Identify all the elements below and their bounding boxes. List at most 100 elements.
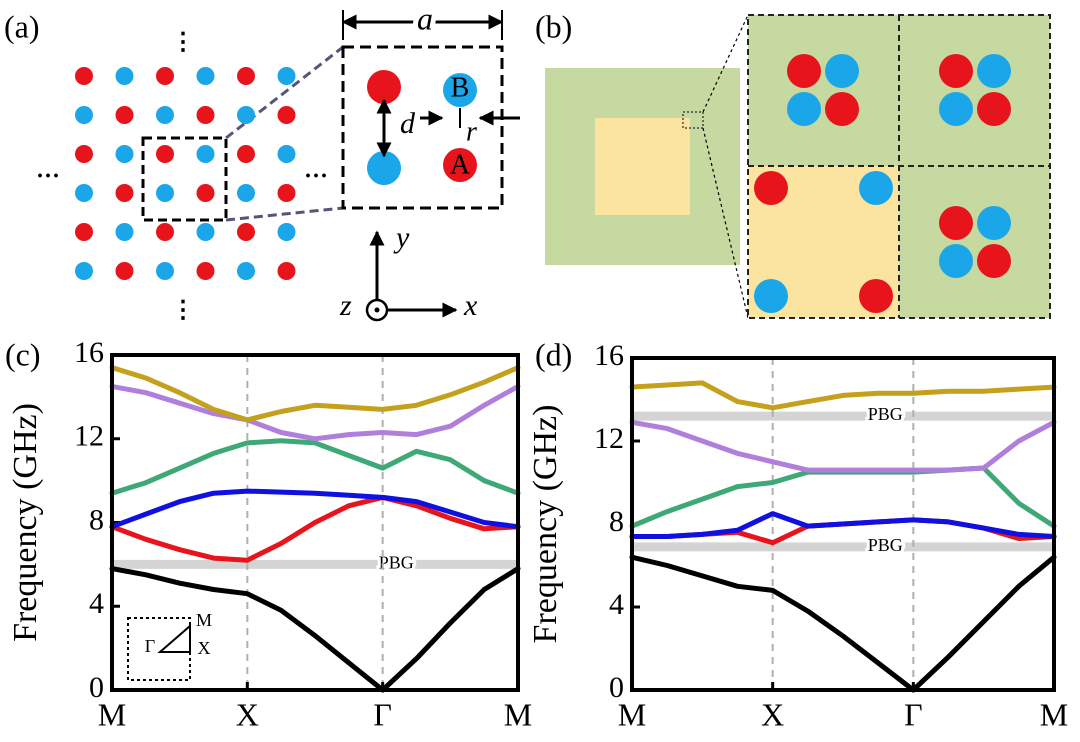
lattice-site xyxy=(115,262,134,280)
lattice-site xyxy=(75,67,93,85)
site xyxy=(977,206,1011,240)
site xyxy=(939,206,973,240)
lattice-site xyxy=(115,223,134,241)
zoom-line xyxy=(225,45,344,140)
defect-region xyxy=(595,118,690,215)
site-label: B xyxy=(451,72,470,103)
site-label: A xyxy=(450,149,471,180)
x-tick-label: X xyxy=(761,696,784,732)
y-tick-label: 4 xyxy=(609,588,624,621)
site xyxy=(367,151,401,185)
lattice-site xyxy=(75,184,93,202)
lattice-site xyxy=(196,262,215,280)
panel-label: (a) xyxy=(4,8,40,44)
axis-label: y xyxy=(393,221,410,254)
band-line xyxy=(629,465,1057,529)
lattice-site xyxy=(115,184,134,202)
gap-label: PBG xyxy=(868,404,903,424)
cell xyxy=(899,15,1050,166)
site xyxy=(825,92,859,126)
lattice-site xyxy=(237,223,255,241)
lattice-site xyxy=(156,184,174,202)
zoom-box xyxy=(682,111,704,129)
ellipsis: ··· xyxy=(36,164,60,190)
site xyxy=(939,54,973,88)
lattice-site xyxy=(156,67,174,85)
band-line xyxy=(109,488,521,530)
band-line xyxy=(109,494,521,563)
zoom-box xyxy=(341,45,504,210)
inset-label: Γ xyxy=(145,636,155,656)
lattice-site xyxy=(277,184,296,202)
lattice-site xyxy=(156,145,174,163)
x-tick-label: M xyxy=(98,696,126,732)
band-line xyxy=(109,438,521,496)
ellipsis: ··· xyxy=(304,164,328,190)
y-axis-label: Frequency (GHz) xyxy=(7,403,44,642)
r-label: r xyxy=(466,116,477,147)
inset-box xyxy=(127,617,191,681)
lattice-site xyxy=(196,223,215,241)
band-line xyxy=(109,365,521,423)
site xyxy=(443,148,477,182)
lattice-site xyxy=(196,184,215,202)
ellipsis: ⋮ xyxy=(171,30,195,56)
y-tick-label: 8 xyxy=(609,505,624,538)
lattice-site xyxy=(196,145,215,163)
zoom-line xyxy=(702,127,749,319)
inset-label: X xyxy=(198,638,211,658)
panel-label: (c) xyxy=(5,336,41,372)
lattice-site xyxy=(196,106,215,124)
site xyxy=(825,54,859,88)
y-tick-label: 4 xyxy=(89,587,104,620)
site xyxy=(754,279,788,313)
panel-a: (a) ⋮ ⋮ ··· ··· a d r B A y x z xyxy=(4,0,520,324)
lattice-site xyxy=(277,145,296,163)
z-axis-dot xyxy=(374,307,380,313)
lattice-site xyxy=(277,262,296,280)
x-tick-label: M xyxy=(1040,696,1068,732)
site xyxy=(754,171,788,205)
lattice-site xyxy=(115,106,134,124)
site xyxy=(787,54,821,88)
site xyxy=(859,279,893,313)
lattice-site xyxy=(196,67,215,85)
x-tick-label: M xyxy=(618,696,646,732)
lattice-site xyxy=(156,106,174,124)
site xyxy=(939,92,973,126)
panel-label: (b) xyxy=(535,8,572,44)
x-tick-label: X xyxy=(236,696,259,732)
lattice-site xyxy=(75,262,93,280)
lattice-site xyxy=(237,145,255,163)
zoom-line xyxy=(225,206,344,222)
axis-label: z xyxy=(339,289,352,322)
lattice-site xyxy=(75,223,93,241)
plot-frame xyxy=(110,353,520,692)
site xyxy=(443,73,477,107)
panel-b: (b) xyxy=(535,8,1051,319)
lattice-site xyxy=(115,67,134,85)
site xyxy=(787,92,821,126)
site xyxy=(977,92,1011,126)
x-tick-label: Γ xyxy=(373,696,392,732)
unit-cell-box xyxy=(141,136,228,222)
lattice-site xyxy=(156,223,174,241)
lattice-site xyxy=(277,67,296,85)
inset-path xyxy=(157,623,191,653)
band-line xyxy=(109,383,521,442)
axis-label: x xyxy=(463,289,478,322)
lattice-site xyxy=(237,67,255,85)
cell xyxy=(748,15,899,166)
lattice-site xyxy=(277,106,296,124)
y-tick-label: 0 xyxy=(89,671,104,704)
lattice-site xyxy=(75,145,93,163)
lattice-site xyxy=(237,106,255,124)
y-tick-label: 16 xyxy=(74,336,104,369)
lattice-site xyxy=(237,184,255,202)
panel-label: (d) xyxy=(535,336,572,372)
ellipsis: ⋮ xyxy=(171,298,195,324)
band-line xyxy=(629,380,1057,411)
lattice-site xyxy=(115,145,134,163)
band-line xyxy=(109,566,521,693)
d-label: d xyxy=(400,107,416,140)
